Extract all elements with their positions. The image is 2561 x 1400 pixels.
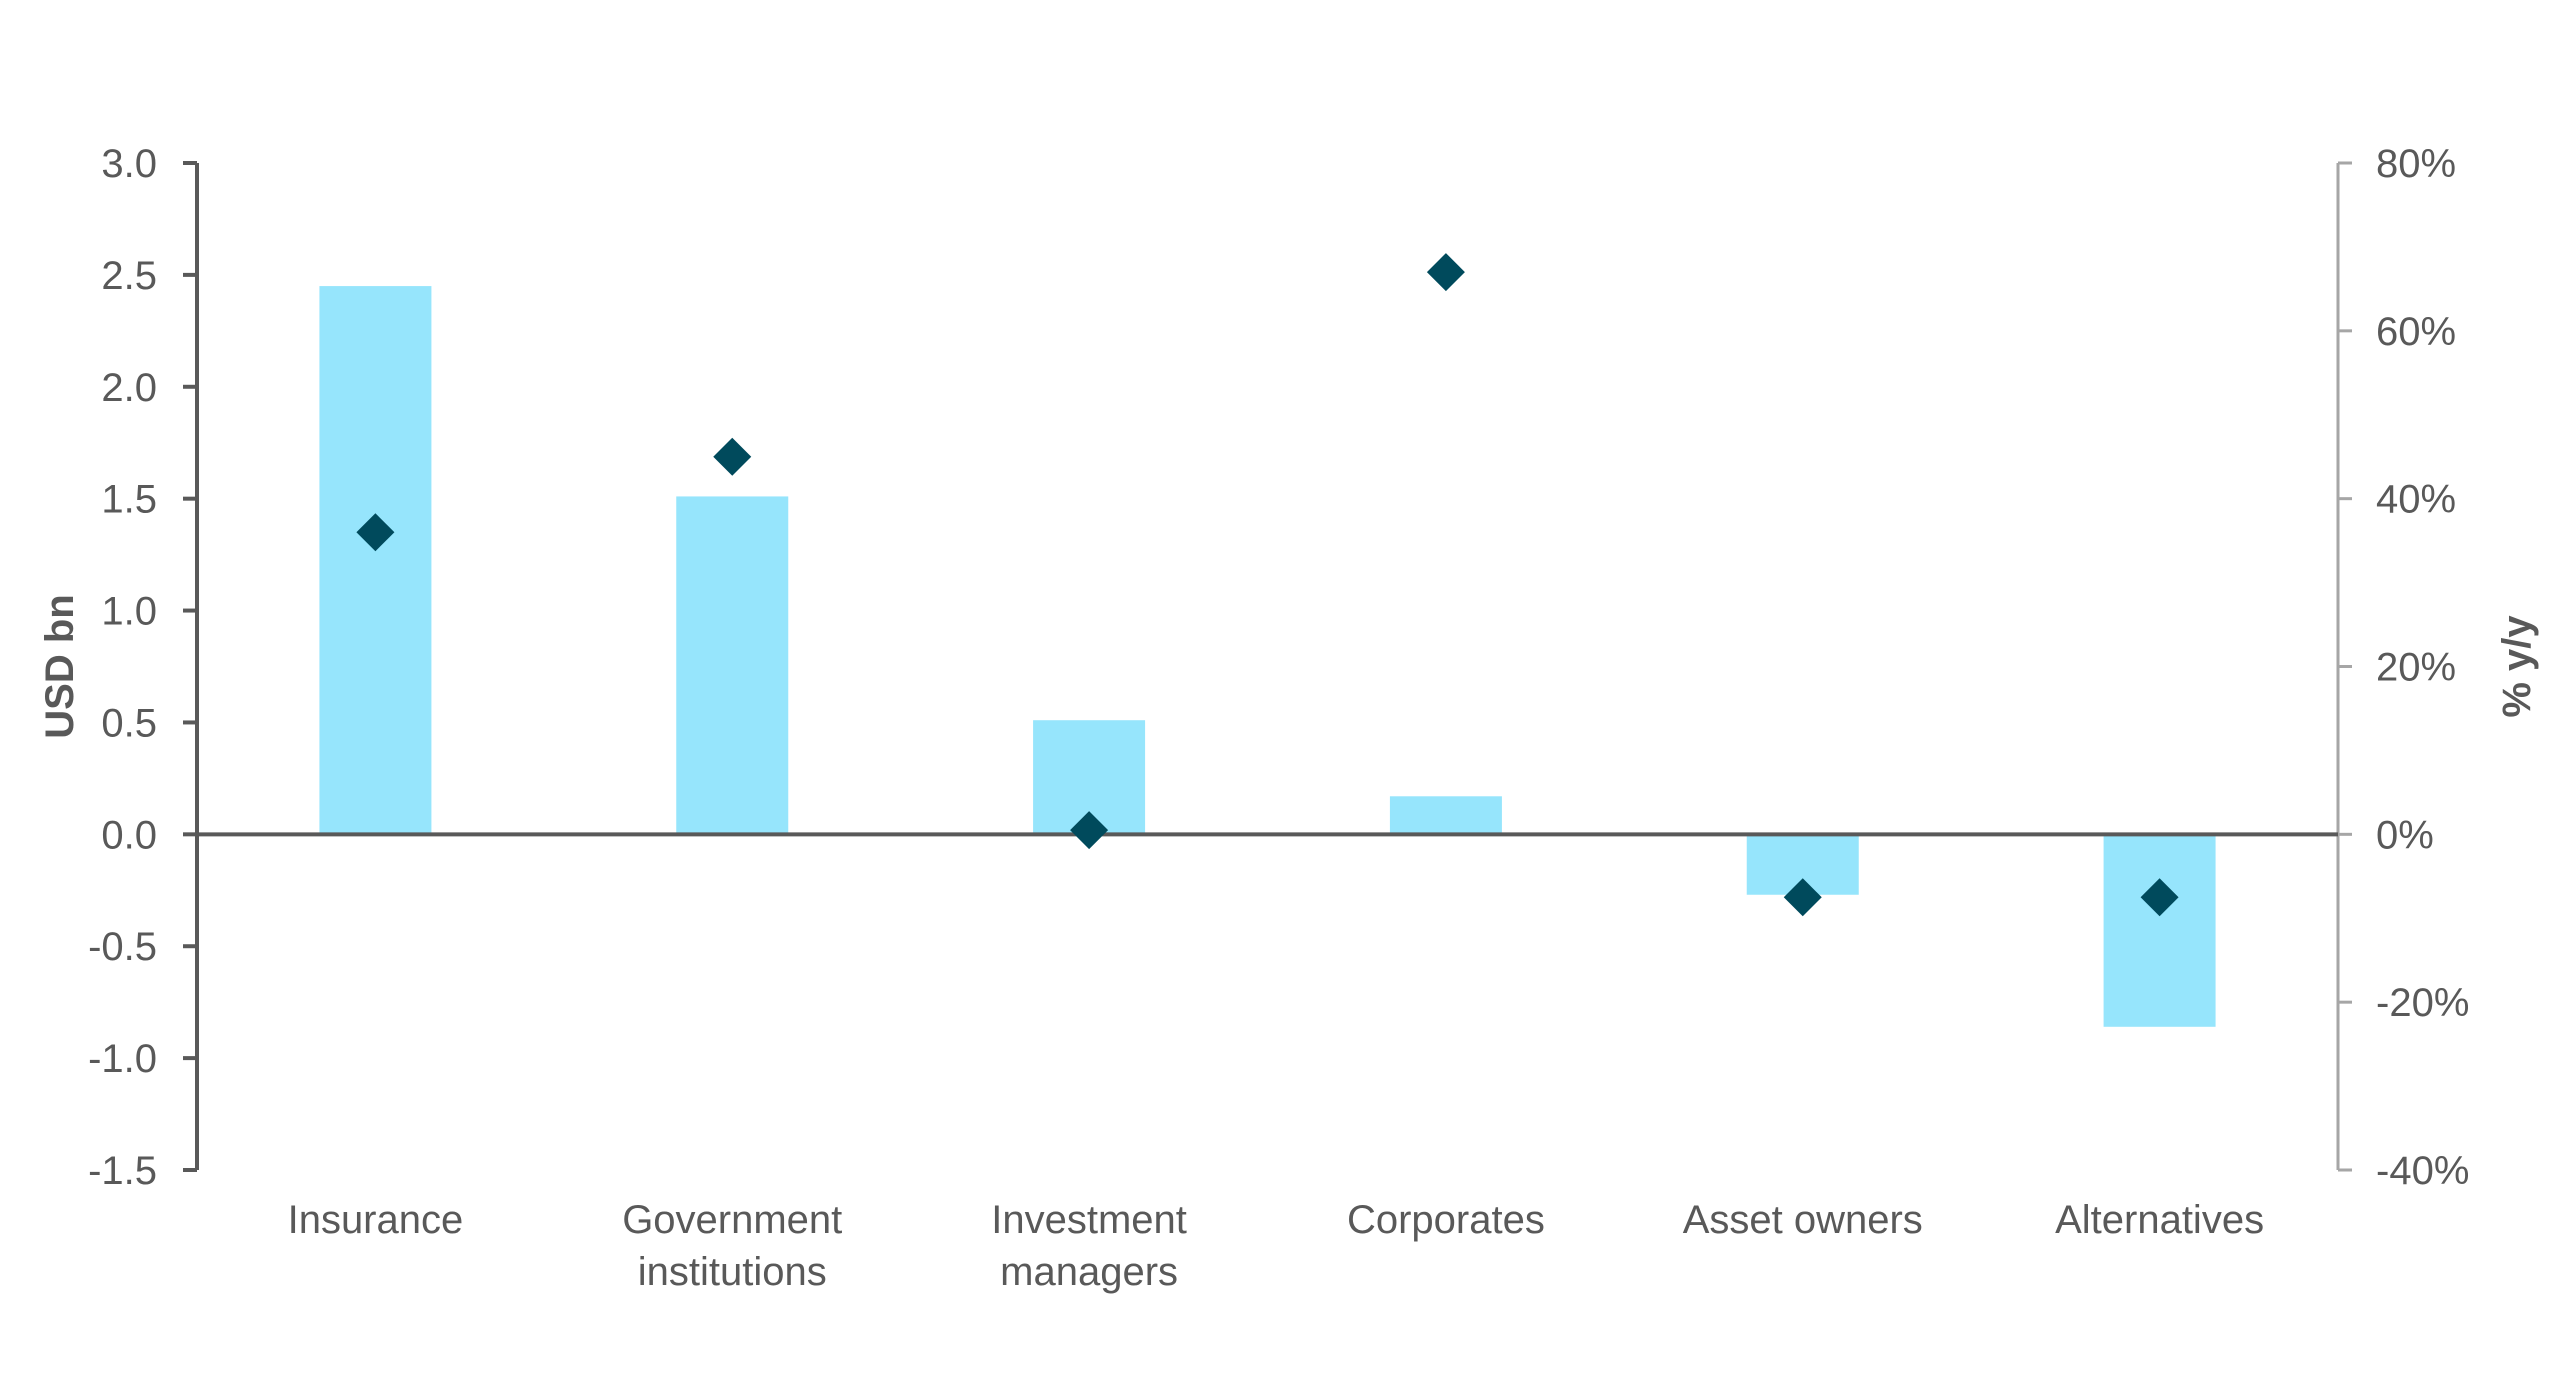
marker-4	[1783, 878, 1822, 917]
marker-2	[1070, 811, 1109, 850]
y-axis-title: USD bn	[38, 594, 82, 738]
labels-layer: 3.0 2.5 2.0 1.5 1.0 0.5 0.0 -0.5 -1.0 -1.5 80% 60% 4…	[38, 142, 2539, 1294]
category-label-3: Corporates	[1347, 1198, 1545, 1242]
right-tick-label-0: 80%	[2376, 142, 2456, 186]
left-tick-label-5: 0.5	[101, 701, 157, 745]
bar-1	[676, 496, 789, 835]
marker-5	[2140, 878, 2179, 917]
left-tick-label-0: 3.0	[101, 142, 157, 186]
category-label-5: Alternatives	[2055, 1198, 2264, 1242]
right-tick-label-6: -40%	[2376, 1149, 2469, 1193]
left-tick-label-8: -1.0	[88, 1037, 157, 1081]
left-tick-label-4: 1.0	[101, 590, 157, 634]
marker-1	[713, 437, 752, 476]
marker-0	[356, 513, 395, 552]
left-tick-label-3: 1.5	[101, 478, 157, 522]
left-tick-label-7: -0.5	[88, 925, 157, 969]
bar-5	[2103, 834, 2216, 1027]
axes-layer	[183, 161, 2352, 1172]
y2-axis-title: % y/y	[2495, 615, 2539, 718]
left-tick-label-2: 2.0	[101, 366, 157, 410]
right-tick-label-3: 20%	[2376, 646, 2456, 690]
right-tick-label-5: -20%	[2376, 981, 2469, 1025]
right-tick-label-1: 60%	[2376, 310, 2456, 354]
category-label-0: Insurance	[288, 1198, 464, 1242]
category-label-1-line-1: institutions	[638, 1250, 827, 1294]
category-label-2: Investment	[991, 1198, 1187, 1242]
category-label-4: Asset owners	[1683, 1198, 1923, 1242]
markers-layer	[356, 253, 2179, 917]
right-tick-label-2: 40%	[2376, 478, 2456, 522]
bar-0	[319, 286, 432, 835]
marker-3	[1426, 253, 1465, 292]
left-tick-label-9: -1.5	[88, 1149, 157, 1193]
category-label-1: Government	[622, 1198, 842, 1242]
category-label-2-line-1: managers	[1000, 1250, 1178, 1294]
left-tick-label-1: 2.5	[101, 254, 157, 298]
right-tick-label-4: 0%	[2376, 813, 2434, 857]
bars-layer	[319, 286, 2216, 1027]
bar-3	[1389, 796, 1502, 835]
left-tick-label-6: 0.0	[101, 813, 157, 857]
